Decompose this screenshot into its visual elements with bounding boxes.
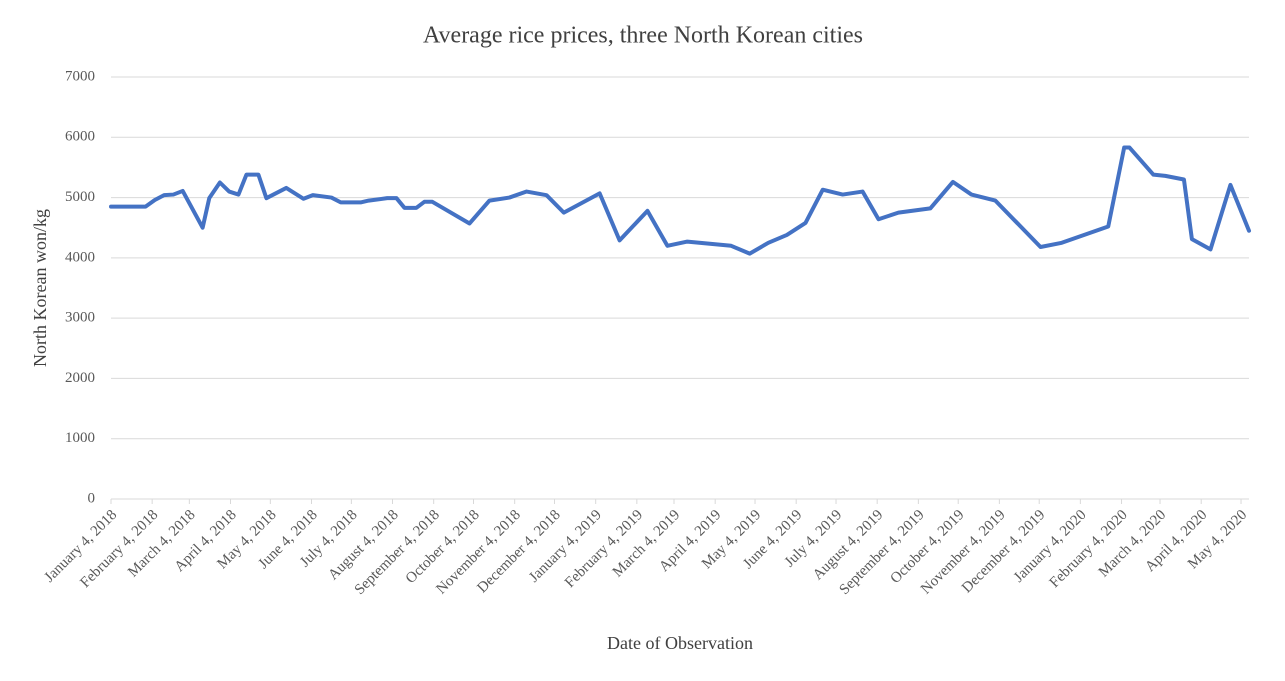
x-tick-label: January 4, 2020 (1011, 507, 1090, 586)
x-tick-label: January 4, 2018 (41, 507, 120, 586)
y-tick-label: 7000 (65, 68, 95, 84)
y-tick-label: 2000 (65, 370, 95, 386)
y-tick-label: 5000 (65, 189, 95, 205)
data-line (109, 145, 1251, 256)
y-tick-label: 6000 (65, 129, 95, 145)
y-tick-label: 4000 (65, 249, 95, 265)
x-tick-label: October 4, 2018 (403, 507, 483, 587)
x-tick-label: October 4, 2019 (888, 507, 968, 587)
y-tick-label: 1000 (65, 430, 95, 446)
x-axis-title: Date of Observation (607, 633, 753, 653)
y-axis-title: North Korean won/kg (30, 209, 50, 367)
x-tick-label: January 4, 2019 (526, 507, 605, 586)
chart-title: Average rice prices, three North Korean … (423, 23, 863, 49)
y-tick-label: 0 (88, 490, 96, 506)
y-tick-label: 3000 (65, 310, 95, 326)
